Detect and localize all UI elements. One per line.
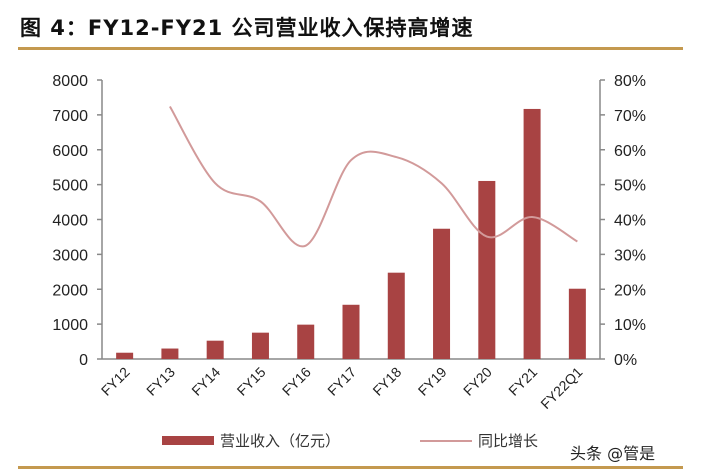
bar xyxy=(478,180,496,359)
bar xyxy=(116,352,134,359)
bar xyxy=(568,288,586,359)
x-tick-label: FY22Q1 xyxy=(537,364,585,412)
right-tick-label: 80% xyxy=(614,73,646,90)
right-tick-label: 40% xyxy=(614,213,646,230)
watermark: 头条 @管是 xyxy=(570,444,656,463)
bar xyxy=(206,340,224,359)
x-tick-label: FY15 xyxy=(234,364,269,399)
x-tick-label: FY19 xyxy=(415,364,450,399)
right-tick-label: 60% xyxy=(614,143,646,160)
x-tick-label: FY21 xyxy=(505,364,540,399)
bar xyxy=(342,304,360,359)
left-tick-label: 7000 xyxy=(52,108,88,125)
left-tick-label: 6000 xyxy=(52,143,88,160)
right-tick-label: 70% xyxy=(614,108,646,125)
right-tick-label: 50% xyxy=(614,178,646,195)
x-tick-label: FY16 xyxy=(279,364,314,399)
x-tick-label: FY20 xyxy=(460,364,495,399)
x-tick-label: FY18 xyxy=(369,364,404,399)
legend-line-swatch xyxy=(420,439,473,442)
left-tick-label: 5000 xyxy=(52,178,88,195)
bar xyxy=(387,272,405,359)
bar xyxy=(297,324,315,359)
legend: 营业收入（亿元） 同比增长 xyxy=(162,430,538,451)
right-tick-label: 30% xyxy=(614,247,646,264)
left-tick-label: 2000 xyxy=(52,282,88,299)
growth-line xyxy=(169,105,578,248)
x-tick-label: FY14 xyxy=(188,364,223,399)
left-tick-label: 8000 xyxy=(52,73,88,90)
left-tick-label: 4000 xyxy=(52,213,88,230)
bar xyxy=(433,228,451,359)
bottom-rule xyxy=(18,466,683,469)
x-tick-label: FY17 xyxy=(324,364,359,399)
right-tick-label: 10% xyxy=(614,317,646,334)
left-tick-label: 3000 xyxy=(52,247,88,264)
left-tick-label: 0 xyxy=(79,352,88,369)
right-tick-label: 20% xyxy=(614,282,646,299)
right-tick-label: 0% xyxy=(614,352,637,369)
x-tick-label: FY12 xyxy=(98,364,133,399)
legend-line-label: 同比增长 xyxy=(478,432,539,450)
legend-bar-label: 营业收入（亿元） xyxy=(220,432,341,450)
legend-bar-swatch xyxy=(162,436,214,445)
x-tick-label: FY13 xyxy=(143,364,178,399)
title-rule xyxy=(18,47,683,50)
bar xyxy=(523,108,541,359)
figure-title: 图 4：FY12-FY21 公司营业收入保持高增速 xyxy=(20,16,474,40)
bar xyxy=(251,332,269,359)
bar xyxy=(161,348,179,359)
left-tick-label: 1000 xyxy=(52,317,88,334)
